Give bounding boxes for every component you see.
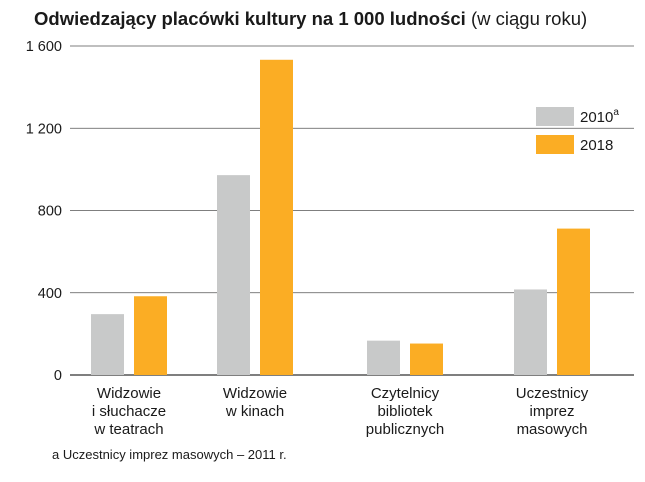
bars [91, 59, 590, 375]
footnote: a Uczestnicy imprez masowych – 2011 r. [52, 447, 287, 462]
y-tick-label: 800 [38, 204, 62, 220]
y-tick-label: 1 600 [26, 39, 62, 55]
bar-2018-1 [260, 59, 293, 375]
x-category-label: Widzowie i słuchacze w teatrach [92, 385, 166, 438]
bar-2010-1 [217, 175, 250, 375]
chart-title-main: Odwiedzający placówki kultury na 1 000 l… [34, 8, 466, 29]
legend-swatch-2018 [536, 135, 574, 154]
x-category-label: Widzowie w kinach [223, 385, 287, 420]
legend-label-2010: 2010a [580, 107, 619, 126]
legend: 2010a 2018 [536, 107, 619, 154]
bar-2010-0 [91, 314, 124, 375]
bar-2018-0 [134, 296, 167, 375]
chart-title-sub: (w ciągu roku) [470, 8, 588, 29]
legend-swatch-2010 [536, 107, 574, 126]
bar-2018-3 [557, 228, 590, 375]
y-tick-label: 1 200 [26, 121, 62, 137]
y-tick-label: 400 [38, 286, 62, 302]
bar-2018-2 [410, 343, 443, 375]
x-category-label: Czytelnicy bibliotek publicznych [366, 385, 444, 438]
y-axis: 0 400 800 1 200 1 600 [26, 39, 62, 384]
chart-title: Odwiedzający placówki kultury na 1 000 l… [34, 8, 587, 30]
x-category-label: Uczestnicy imprez masowych [516, 385, 589, 438]
bar-2010-3 [514, 289, 547, 375]
y-tick-label: 0 [54, 368, 62, 384]
bar-2010-2 [367, 340, 400, 375]
legend-label-2018: 2018 [580, 137, 613, 154]
x-axis: Widzowie i słuchacze w teatrach Widzowie w k… [92, 385, 589, 438]
